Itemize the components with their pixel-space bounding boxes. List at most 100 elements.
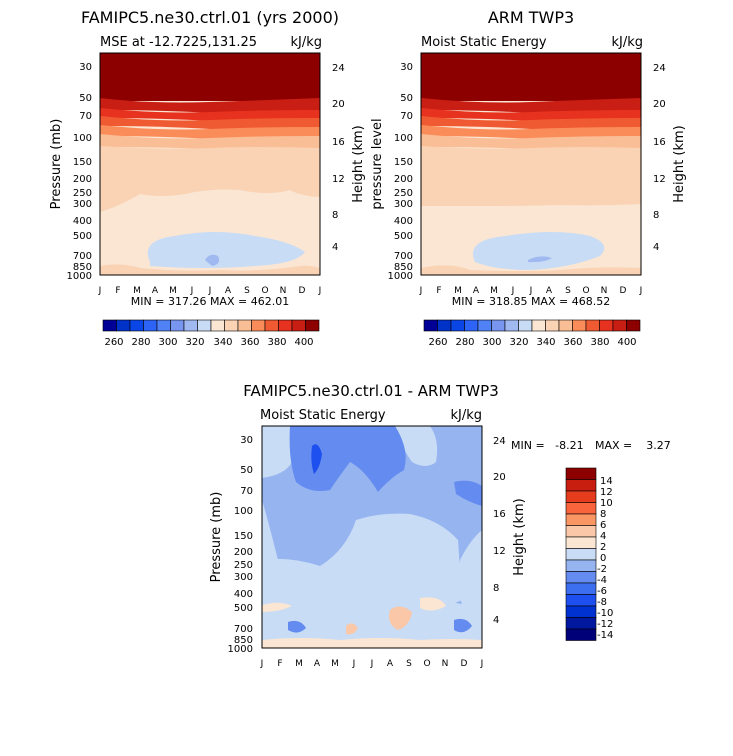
panel-diff-ylabel-right: Height (km) bbox=[512, 498, 527, 575]
panel-obs-ylabel-right: Height (km) bbox=[672, 125, 687, 202]
model-cbar-label-260: 260 bbox=[104, 337, 123, 348]
diff-h-tick-4: 4 bbox=[493, 615, 499, 626]
diff-p-tick-50: 50 bbox=[240, 465, 253, 476]
diff-upper-light bbox=[262, 426, 296, 478]
diff-pos-2 bbox=[420, 597, 446, 611]
obs-p-tick-300: 300 bbox=[394, 199, 413, 210]
obs-month-7: J bbox=[529, 286, 533, 296]
obs-h-tick-4: 4 bbox=[653, 242, 659, 253]
colorbar-swatch bbox=[197, 319, 212, 332]
colorbar-swatch bbox=[491, 319, 506, 332]
obs-h-tick-12: 12 bbox=[653, 174, 666, 185]
model-band-top bbox=[100, 53, 320, 101]
diff-cbar-label-6: 6 bbox=[600, 520, 606, 531]
diff-p-tick-500: 500 bbox=[234, 603, 253, 614]
colorbar-swatch bbox=[545, 319, 560, 332]
diff-cbar-label-minus-4: -4 bbox=[597, 575, 607, 586]
model-month-1: J bbox=[98, 286, 102, 296]
colorbar-model-boxes bbox=[102, 319, 320, 332]
model-cbar-label-380: 380 bbox=[267, 337, 286, 348]
panel-model: FAMIPC5.ne30.ctrl.01 (yrs 2000) MSE at -… bbox=[49, 8, 366, 348]
colorbar-swatch bbox=[129, 319, 144, 332]
colorbar-swatch bbox=[585, 319, 600, 332]
diff-p-tick-70: 70 bbox=[240, 486, 253, 497]
panel-diff-frame bbox=[261, 425, 483, 649]
obs-band-1 bbox=[421, 98, 641, 115]
colorbar-swatch bbox=[599, 319, 614, 332]
panel-diff-colorbar: 14 12 10 8 6 4 2 0 -2 -4 -6 -8 -10 -12 -… bbox=[565, 467, 613, 641]
model-band-6 bbox=[100, 146, 320, 212]
colorbar-swatch bbox=[464, 319, 479, 332]
obs-cbar-label-280: 280 bbox=[455, 337, 474, 348]
model-cbar-label-300: 300 bbox=[158, 337, 177, 348]
colorbar-swatch bbox=[565, 548, 597, 561]
model-month-2: F bbox=[115, 286, 120, 296]
panel-model-title: FAMIPC5.ne30.ctrl.01 (yrs 2000) bbox=[81, 8, 339, 27]
model-p-tick-700: 700 bbox=[73, 251, 92, 262]
model-band-1 bbox=[100, 98, 320, 115]
model-month-10: O bbox=[261, 286, 268, 296]
obs-band-3 bbox=[421, 116, 641, 131]
colorbar-swatch bbox=[305, 319, 320, 332]
diff-cbar-label-minus-2: -2 bbox=[597, 564, 607, 575]
colorbar-swatch bbox=[565, 536, 597, 549]
obs-band-6 bbox=[421, 146, 641, 206]
colorbar-swatch bbox=[565, 467, 597, 480]
obs-p-tick-200: 200 bbox=[394, 174, 413, 185]
model-cbar-label-400: 400 bbox=[294, 337, 313, 348]
obs-month-3: M bbox=[454, 286, 462, 296]
colorbar-swatch bbox=[264, 319, 279, 332]
model-month-9: S bbox=[244, 286, 250, 296]
obs-cbar-label-300: 300 bbox=[482, 337, 501, 348]
model-h-tick-20: 20 bbox=[332, 99, 345, 110]
colorbar-swatch bbox=[156, 319, 171, 332]
obs-cbar-label-360: 360 bbox=[563, 337, 582, 348]
panel-model-frame bbox=[99, 52, 321, 276]
model-p-tick-30: 30 bbox=[79, 62, 92, 73]
model-p-tick-500: 500 bbox=[73, 231, 92, 242]
diff-month-5: M bbox=[331, 659, 339, 669]
panel-diff-ylabel: Pressure (mb) bbox=[209, 492, 224, 583]
colorbar-swatch bbox=[565, 479, 597, 492]
colorbar-swatch bbox=[565, 525, 597, 538]
colorbar-swatch bbox=[116, 319, 131, 332]
diff-p-tick-1000: 1000 bbox=[228, 644, 253, 655]
panel-obs-month-ticks: J F M A M J J A S O N D J bbox=[419, 286, 643, 296]
panel-obs-pressure-ticks: 30 50 70 100 150 200 250 300 400 500 700… bbox=[388, 62, 413, 282]
colorbar-swatch bbox=[102, 319, 117, 332]
colorbar-swatch bbox=[251, 319, 266, 332]
model-month-12: D bbox=[299, 286, 306, 296]
obs-p-tick-1000: 1000 bbox=[388, 271, 413, 282]
panel-model-colorbar: 260 280 300 320 340 360 380 400 bbox=[102, 319, 320, 348]
diff-cbar-label-2: 2 bbox=[600, 542, 606, 553]
colorbar-swatch bbox=[143, 319, 158, 332]
diff-cbar-label-10: 10 bbox=[600, 498, 613, 509]
obs-p-tick-50: 50 bbox=[400, 93, 413, 104]
diff-near-zero bbox=[262, 602, 292, 612]
model-h-tick-12: 12 bbox=[332, 174, 345, 185]
colorbar-swatch bbox=[558, 319, 573, 332]
panel-obs-stats: MIN = 318.85 MAX = 468.52 bbox=[452, 295, 610, 308]
obs-low-band bbox=[421, 265, 641, 275]
colorbar-swatch bbox=[477, 319, 492, 332]
colorbar-swatch bbox=[565, 617, 597, 630]
panel-obs-frame bbox=[420, 52, 642, 276]
diff-h-tick-24: 24 bbox=[493, 436, 506, 447]
panel-obs-ylabel: pressure level bbox=[370, 118, 385, 209]
model-p-tick-400: 400 bbox=[73, 216, 92, 227]
obs-band-4 bbox=[421, 125, 641, 141]
diff-dark-blue-right bbox=[454, 480, 482, 506]
panel-diff-pressure-ticks: 30 50 70 100 150 200 250 300 400 500 700… bbox=[228, 435, 253, 655]
panel-obs-height-ticks: 24 20 16 12 8 4 bbox=[653, 63, 666, 253]
obs-p-tick-500: 500 bbox=[394, 231, 413, 242]
panel-model-ylabel: Pressure (mb) bbox=[49, 119, 64, 210]
colorbar-swatch bbox=[210, 319, 225, 332]
diff-cbar-label-minus-8: -8 bbox=[597, 597, 607, 608]
obs-cbar-label-340: 340 bbox=[536, 337, 555, 348]
colorbar-swatch bbox=[437, 319, 452, 332]
diff-p-tick-300: 300 bbox=[234, 572, 253, 583]
model-p-tick-300: 300 bbox=[73, 199, 92, 210]
colorbar-swatch bbox=[565, 490, 597, 503]
colorbar-swatch bbox=[565, 594, 597, 607]
